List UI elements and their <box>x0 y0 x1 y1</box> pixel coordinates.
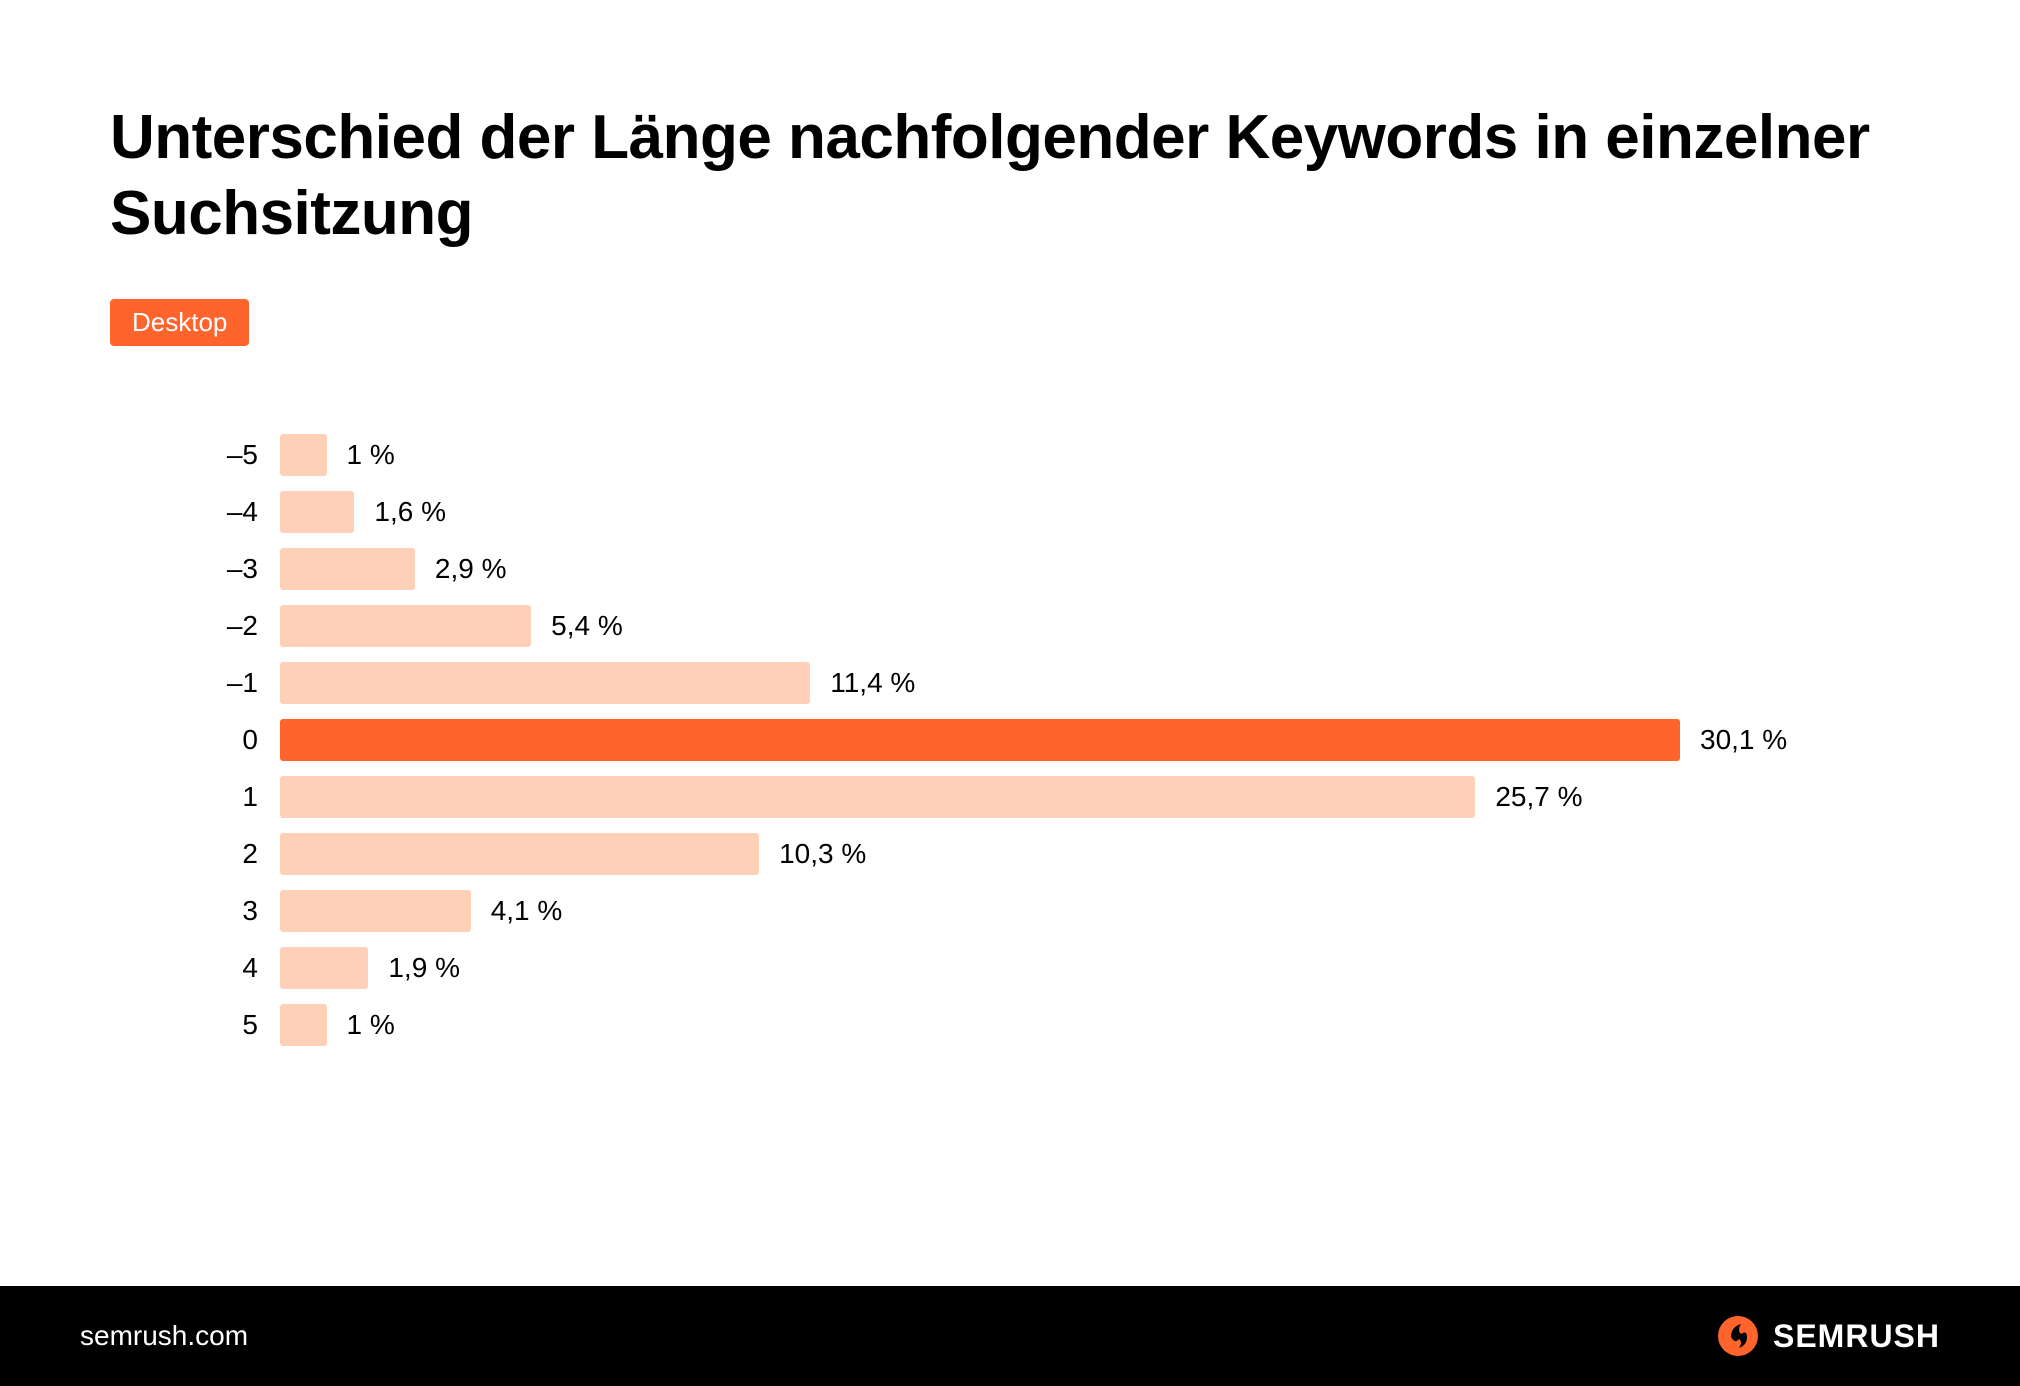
bar <box>280 947 368 989</box>
desktop-badge: Desktop <box>110 299 249 346</box>
category-label: 3 <box>180 895 280 927</box>
value-label: 25,7 % <box>1495 781 1582 813</box>
category-label: –4 <box>180 496 280 528</box>
chart-title: Unterschied der Länge nachfolgender Keyw… <box>110 100 1910 251</box>
footer-url: semrush.com <box>80 1320 248 1352</box>
bar-area: 10,3 % <box>280 825 1680 882</box>
bar-area: 1 % <box>280 426 1680 483</box>
bar-area: 5,4 % <box>280 597 1680 654</box>
chart-row: –1 11,4 % <box>180 654 1910 711</box>
chart-row: 2 10,3 % <box>180 825 1910 882</box>
brand-logo: SEMRUSH <box>1717 1315 1940 1357</box>
bar <box>280 719 1680 761</box>
bar <box>280 491 354 533</box>
bar-area: 4,1 % <box>280 882 1680 939</box>
category-label: 0 <box>180 724 280 756</box>
bar-area: 25,7 % <box>280 768 1680 825</box>
value-label: 1,6 % <box>374 496 446 528</box>
bar-area: 2,9 % <box>280 540 1680 597</box>
bar-area: 11,4 % <box>280 654 1680 711</box>
category-label: 4 <box>180 952 280 984</box>
bar-chart: –5 1 % –4 1,6 % –3 2,9 % –2 5,4 % –1 11,4 % 0 30,1 … <box>180 426 1910 1053</box>
bar <box>280 833 759 875</box>
category-label: –1 <box>180 667 280 699</box>
value-label: 11,4 % <box>830 667 915 699</box>
bar-area: 1,9 % <box>280 939 1680 996</box>
value-label: 1 % <box>347 439 395 471</box>
chart-row: 0 30,1 % <box>180 711 1910 768</box>
value-label: 4,1 % <box>491 895 563 927</box>
category-label: 1 <box>180 781 280 813</box>
category-label: –2 <box>180 610 280 642</box>
bar <box>280 890 471 932</box>
flame-icon <box>1717 1315 1759 1357</box>
chart-row: 5 1 % <box>180 996 1910 1053</box>
category-label: –3 <box>180 553 280 585</box>
chart-row: 3 4,1 % <box>180 882 1910 939</box>
chart-row: –4 1,6 % <box>180 483 1910 540</box>
bar <box>280 662 810 704</box>
bar <box>280 776 1475 818</box>
chart-row: 1 25,7 % <box>180 768 1910 825</box>
value-label: 5,4 % <box>551 610 623 642</box>
category-label: 5 <box>180 1009 280 1041</box>
bar <box>280 1004 327 1046</box>
value-label: 1,9 % <box>388 952 460 984</box>
bar <box>280 548 415 590</box>
chart-row: –2 5,4 % <box>180 597 1910 654</box>
chart-row: 4 1,9 % <box>180 939 1910 996</box>
footer: semrush.com SEMRUSH <box>0 1286 2020 1386</box>
category-label: 2 <box>180 838 280 870</box>
category-label: –5 <box>180 439 280 471</box>
bar-area: 1 % <box>280 996 1680 1053</box>
bar <box>280 605 531 647</box>
value-label: 2,9 % <box>435 553 507 585</box>
brand-name: SEMRUSH <box>1773 1318 1940 1355</box>
value-label: 1 % <box>347 1009 395 1041</box>
bar <box>280 434 327 476</box>
bar-area: 1,6 % <box>280 483 1680 540</box>
bar-area: 30,1 % <box>280 711 1787 768</box>
value-label: 10,3 % <box>779 838 866 870</box>
value-label: 30,1 % <box>1700 724 1787 756</box>
chart-row: –5 1 % <box>180 426 1910 483</box>
chart-row: –3 2,9 % <box>180 540 1910 597</box>
